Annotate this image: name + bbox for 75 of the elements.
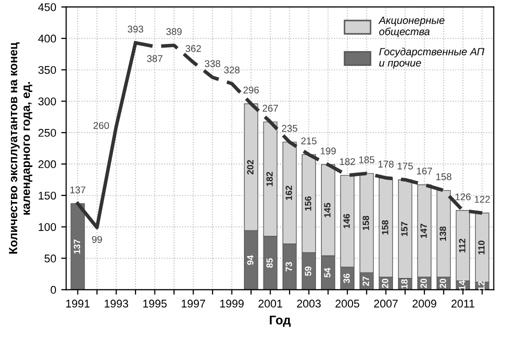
bar [70, 203, 85, 290]
y-tick-label: 50 [44, 254, 56, 262]
data-label: 36 [343, 274, 350, 284]
x-tick-label: 2011 [452, 300, 474, 308]
data-label: 338 [204, 60, 220, 68]
y-tick-label: 100 [38, 223, 56, 231]
y-axis-title: Количество эксплуатантов на конец календарного года, ед. [9, 42, 32, 254]
data-label: 389 [166, 28, 182, 36]
data-label: 156 [304, 196, 312, 211]
x-tick-label: 2001 [258, 300, 282, 308]
data-label: 20 [382, 278, 388, 288]
data-label: 147 [420, 224, 427, 238]
data-label: 185 [359, 156, 374, 164]
data-label: 199 [320, 148, 336, 154]
y-tick-label: 0 [50, 286, 56, 294]
data-label: 20 [440, 278, 446, 288]
legend-label: Акционерные общества [378, 16, 444, 38]
data-label: 112 [458, 238, 466, 252]
data-label: 99 [92, 236, 102, 243]
data-label: 167 [417, 168, 432, 175]
y-tick-label: 300 [38, 97, 56, 106]
y-tick-label: 400 [38, 34, 56, 43]
x-tick-label: 1999 [220, 300, 244, 308]
x-tick-label: 2005 [336, 300, 360, 308]
data-label: 12 [478, 281, 485, 290]
data-label: 182 [266, 172, 273, 186]
y-tick-label: 250 [38, 128, 56, 137]
data-label: 110 [478, 240, 485, 254]
data-label: 178 [378, 160, 394, 168]
x-axis-title: Год [270, 316, 291, 327]
data-label: 387 [147, 55, 162, 62]
data-label: 260 [94, 122, 109, 129]
data-label: 158 [362, 216, 370, 230]
data-label: 162 [286, 186, 292, 200]
data-label: 215 [301, 137, 317, 144]
data-label: 328 [224, 66, 240, 74]
data-label: 393 [128, 26, 144, 33]
data-label: 137 [74, 240, 80, 254]
data-label: 182 [340, 158, 355, 166]
x-tick-label: 2009 [412, 300, 436, 308]
x-tick-label: 1993 [104, 300, 128, 308]
data-label: 146 [343, 214, 350, 228]
data-label: 73 [286, 262, 292, 272]
data-label: 27 [362, 276, 369, 286]
data-label: 235 [282, 124, 298, 132]
data-label: 122 [474, 196, 490, 203]
data-label: 20 [420, 278, 427, 288]
data-label: 18 [401, 279, 408, 288]
legend-label: Государственные АП и прочие [379, 48, 484, 69]
y-tick-label: 200 [38, 160, 56, 168]
data-label: 296 [243, 86, 259, 94]
data-label: 85 [266, 258, 273, 268]
y-tick-label: 350 [38, 66, 56, 74]
data-label: 202 [247, 160, 254, 174]
y-tick-label: 450 [38, 3, 56, 12]
x-tick-label: 1997 [182, 300, 206, 308]
data-label: 158 [382, 220, 388, 234]
x-tick-label: 1995 [143, 300, 167, 308]
data-label: 157 [401, 222, 408, 236]
y-tick-label: 150 [38, 192, 56, 200]
data-label: 59 [304, 266, 312, 276]
x-tick-label: 2003 [297, 300, 321, 308]
data-label: 126 [456, 193, 471, 200]
data-label: 94 [247, 255, 254, 265]
data-label: 267 [262, 104, 278, 112]
data-label: 14 [459, 280, 466, 290]
data-label: 138 [440, 226, 446, 241]
data-label: 175 [398, 162, 413, 170]
x-tick-label: 1991 [66, 300, 90, 308]
x-tick-label: 2007 [374, 300, 398, 308]
data-label: 158 [436, 173, 452, 180]
data-label: 54 [324, 268, 331, 278]
data-label: 137 [70, 186, 86, 194]
data-label: 362 [186, 45, 201, 52]
data-label: 145 [324, 202, 331, 218]
